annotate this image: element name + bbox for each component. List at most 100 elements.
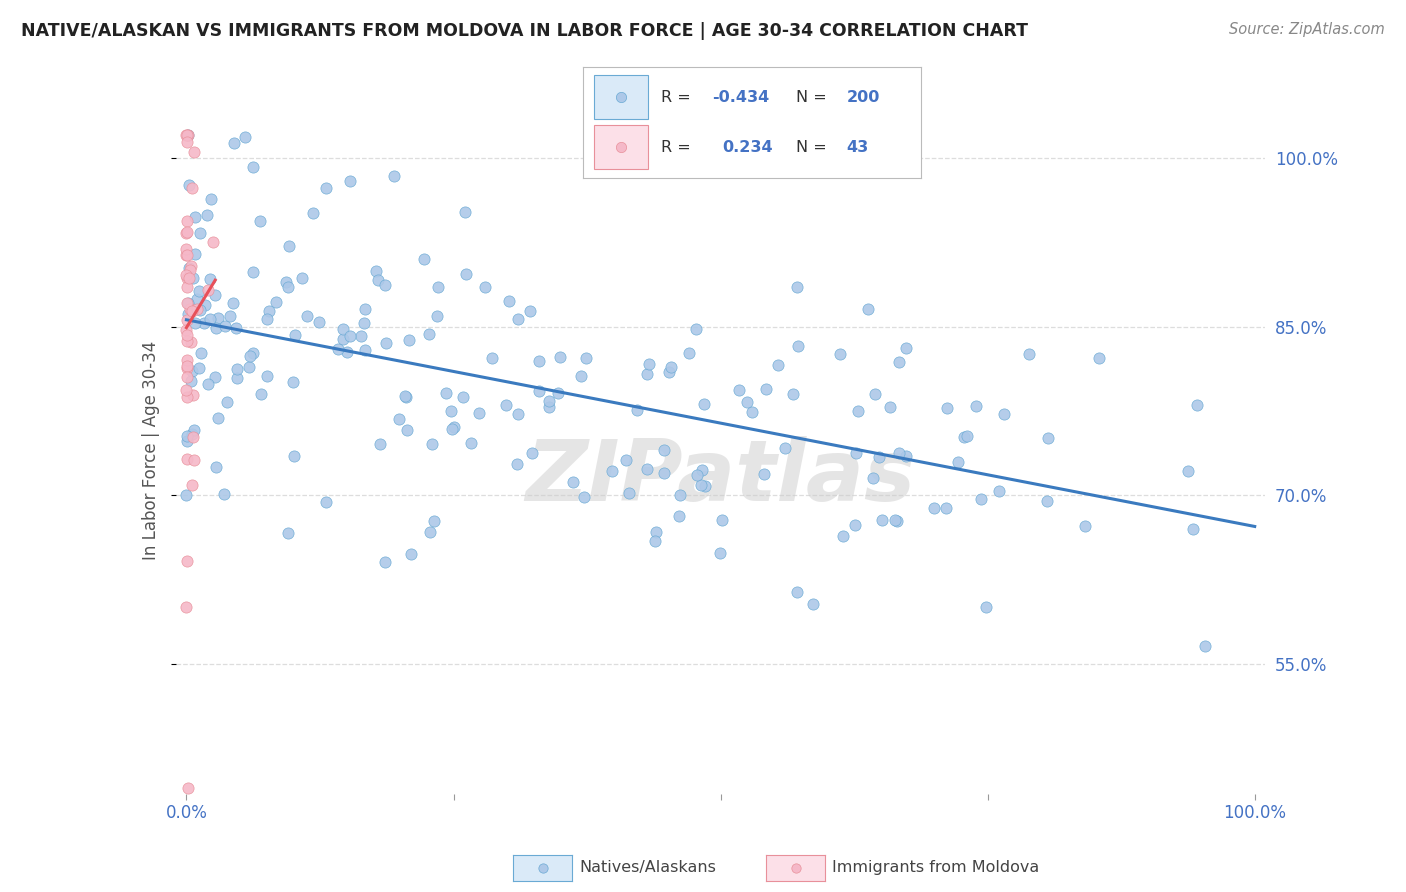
Point: [204, 369, 226, 384]
Point: [399, 547, 422, 561]
Point: [896, 450, 918, 464]
Point: [935, 500, 957, 515]
Point: [249, 214, 271, 228]
Point: [868, 450, 890, 464]
Point: [685, 322, 707, 336]
Point: [277, 280, 299, 294]
Point: [659, 360, 682, 375]
Point: [388, 411, 411, 425]
Point: [176, 279, 198, 293]
Point: [1038, 431, 1060, 445]
Point: [183, 145, 205, 159]
Point: [177, 296, 200, 310]
Point: [782, 387, 804, 401]
Point: [226, 362, 249, 376]
Point: [176, 488, 198, 502]
Point: [315, 495, 337, 509]
Text: Source: ZipAtlas.com: Source: ZipAtlas.com: [1229, 22, 1385, 37]
Point: [886, 514, 908, 528]
Point: [176, 554, 198, 568]
Point: [520, 445, 543, 459]
Point: [427, 280, 450, 294]
Point: [278, 239, 301, 253]
Point: [176, 328, 198, 343]
Point: [339, 174, 361, 188]
Point: [690, 463, 713, 477]
Point: [176, 359, 198, 374]
Point: [879, 400, 901, 414]
Point: [398, 333, 420, 347]
Point: [181, 388, 204, 402]
Point: [183, 453, 205, 467]
Point: [214, 319, 236, 334]
Point: [179, 302, 201, 317]
Point: [418, 326, 440, 341]
Point: [291, 270, 314, 285]
Point: [644, 533, 666, 548]
Point: [176, 128, 198, 143]
Point: [183, 423, 205, 437]
Point: [965, 399, 987, 413]
Point: [529, 384, 551, 398]
Point: [828, 347, 851, 361]
Text: Immigrants from Moldova: Immigrants from Moldova: [832, 861, 1039, 875]
Point: [339, 328, 361, 343]
Point: [638, 357, 661, 371]
Point: [374, 555, 396, 569]
Text: Natives/Alaskans: Natives/Alaskans: [579, 861, 716, 875]
Point: [186, 293, 208, 307]
Point: [693, 397, 716, 411]
Point: [204, 288, 226, 302]
Point: [176, 295, 198, 310]
Point: [626, 403, 648, 417]
Point: [186, 301, 208, 316]
Point: [862, 471, 884, 485]
Point: [537, 401, 560, 415]
Point: [993, 407, 1015, 421]
Point: [225, 321, 247, 335]
FancyBboxPatch shape: [593, 125, 648, 169]
Point: [176, 600, 198, 615]
Point: [200, 312, 222, 326]
Point: [572, 491, 595, 505]
Point: [786, 280, 808, 294]
Point: [354, 343, 377, 357]
Point: [801, 597, 824, 611]
Point: [176, 248, 198, 262]
Point: [274, 275, 297, 289]
Point: [242, 265, 264, 279]
Point: [195, 208, 218, 222]
Point: [1185, 398, 1208, 412]
Point: [179, 374, 201, 388]
Point: [467, 406, 489, 420]
Point: [451, 391, 474, 405]
Point: [176, 128, 198, 143]
Point: [423, 514, 446, 528]
Point: [176, 352, 198, 367]
Point: [176, 128, 198, 143]
Point: [176, 390, 198, 404]
Point: [184, 246, 207, 260]
Point: [678, 346, 700, 360]
Point: [180, 364, 202, 378]
Point: [353, 316, 375, 330]
Point: [354, 301, 377, 316]
Point: [197, 283, 219, 297]
Point: [176, 271, 198, 285]
Point: [454, 267, 477, 281]
Point: [889, 446, 911, 460]
Point: [614, 453, 637, 467]
Point: [181, 303, 204, 318]
Point: [974, 599, 997, 614]
Point: [256, 368, 278, 383]
Point: [179, 263, 201, 277]
Point: [181, 180, 204, 194]
Point: [176, 268, 198, 282]
Point: [987, 483, 1010, 498]
Point: [508, 311, 530, 326]
Text: -0.434: -0.434: [711, 89, 769, 104]
Point: [302, 206, 325, 220]
Point: [364, 264, 387, 278]
Point: [181, 430, 204, 444]
Point: [785, 861, 807, 875]
